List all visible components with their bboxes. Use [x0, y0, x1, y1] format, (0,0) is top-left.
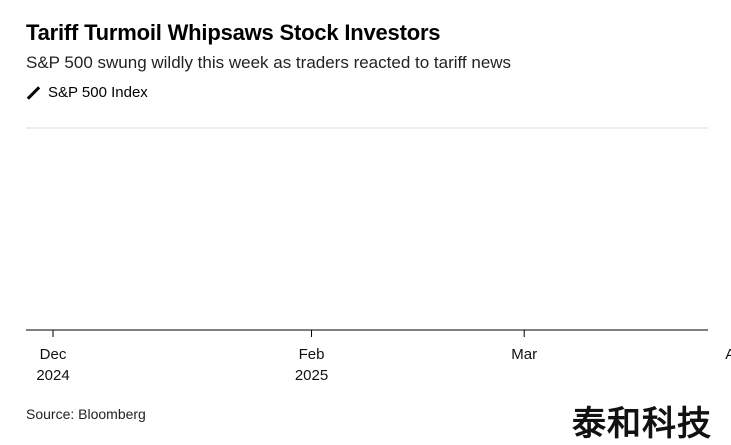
chart-plot: 6.05.55.04.5Dec2024Feb2025MarApr	[26, 127, 731, 384]
legend-label: S&P 500 Index	[48, 84, 148, 101]
chart-subtitle: S&P 500 swung wildly this week as trader…	[26, 53, 512, 72]
watermark: 泰和科技	[572, 404, 712, 444]
legend: S&P 500 Index	[26, 84, 148, 101]
x-tick-label: Mar	[511, 346, 537, 363]
x-tick-label: Apr	[725, 346, 731, 363]
source-note: Source: Bloomberg	[26, 406, 146, 422]
x-tick-label-year: 2024	[36, 367, 69, 384]
x-tick-label: Feb	[299, 346, 325, 363]
x-tick-label-year: 2025	[295, 367, 328, 384]
chart-title: Tariff Turmoil Whipsaws Stock Investors	[26, 20, 441, 45]
x-tick-label: Dec	[40, 346, 67, 363]
